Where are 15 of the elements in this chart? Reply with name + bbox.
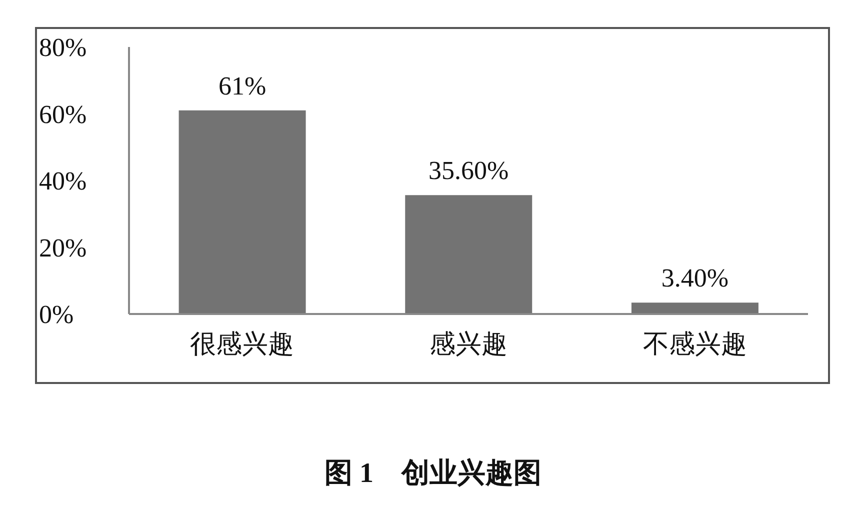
- bar: [631, 302, 758, 314]
- y-tick-label: 40%: [39, 166, 87, 196]
- data-label: 61%: [218, 71, 266, 100]
- data-label: 3.40%: [661, 264, 729, 293]
- y-tick-label: 20%: [39, 233, 87, 262]
- x-tick-label: 感兴趣: [430, 329, 508, 358]
- x-tick-label: 很感兴趣: [190, 329, 294, 358]
- data-label: 35.60%: [428, 156, 509, 186]
- y-tick-label: 80%: [39, 33, 87, 62]
- bar: [178, 110, 306, 314]
- text: 图 1 创业兴趣图: [324, 457, 542, 491]
- y-tick-label: 0%: [39, 300, 74, 330]
- y-tick-label: 60%: [39, 100, 87, 129]
- bar: [405, 195, 532, 314]
- x-tick-label: 不感兴趣: [642, 329, 747, 358]
